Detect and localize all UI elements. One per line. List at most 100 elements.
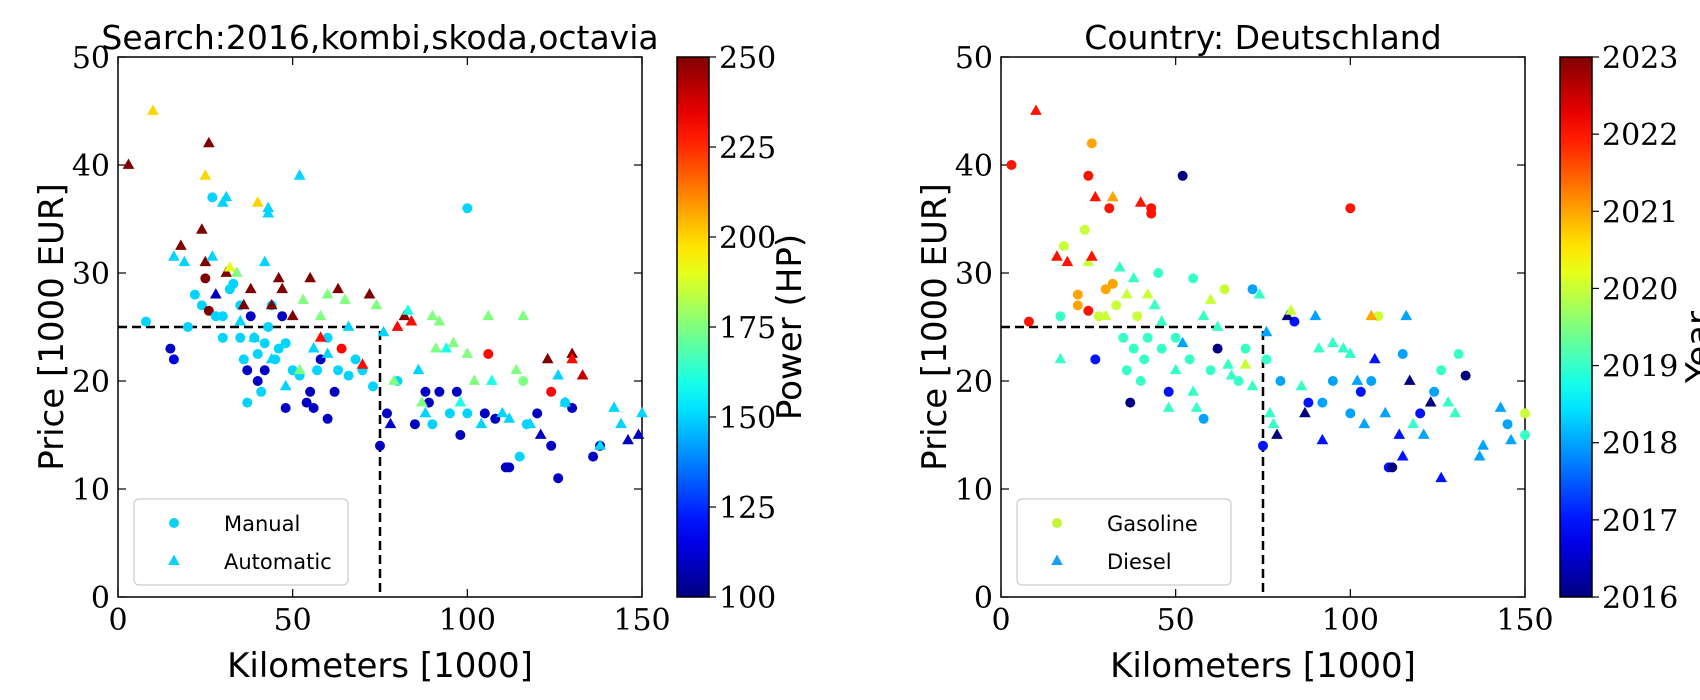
data-point-gasoline — [1436, 365, 1447, 376]
data-point-gasoline — [1100, 284, 1111, 295]
data-point-automatic — [122, 158, 135, 169]
data-point-manual — [308, 403, 319, 413]
colorbar-tick-label: 2019 — [1602, 350, 1678, 385]
data-point-manual — [546, 386, 557, 397]
data-point-automatic — [307, 342, 320, 353]
legend-label-automatic: Automatic — [224, 550, 332, 574]
data-point-gasoline — [1146, 208, 1157, 219]
data-point-gasoline — [1156, 343, 1167, 354]
data-point-automatic — [440, 342, 453, 353]
data-point-automatic — [496, 406, 509, 418]
data-point-diesel — [1358, 417, 1371, 429]
data-point-manual — [259, 338, 270, 349]
legend-label-gasoline: Gasoline — [1107, 512, 1198, 536]
y-axis-label: Price [1000 EUR] — [915, 183, 955, 471]
data-point-automatic — [419, 406, 432, 418]
data-point-automatic — [262, 201, 275, 213]
data-point-manual — [553, 473, 564, 484]
legend-marker-automatic — [168, 554, 180, 565]
data-point-automatic — [426, 309, 439, 321]
series-diesel — [1030, 104, 1517, 483]
data-point-automatic — [485, 374, 498, 385]
data-point-manual — [256, 386, 267, 397]
data-point-gasoline — [1397, 349, 1408, 359]
data-point-diesel — [1211, 320, 1224, 331]
colorbar-tick-label: 2022 — [1602, 118, 1678, 153]
data-point-manual — [350, 354, 361, 365]
data-point-automatic — [265, 298, 278, 310]
chart-title: Search:2016,kombi,skoda,octavia — [101, 18, 658, 57]
data-point-diesel — [1505, 433, 1517, 445]
data-point-diesel — [1204, 293, 1217, 304]
data-point-automatic — [234, 315, 247, 326]
data-point-automatic — [175, 239, 187, 250]
x-tick-label: 0 — [108, 603, 127, 638]
data-point-manual — [333, 365, 344, 376]
data-point-automatic — [216, 196, 229, 207]
data-point-diesel — [1253, 288, 1266, 299]
data-point-diesel — [1148, 298, 1161, 310]
data-point-gasoline — [1198, 413, 1209, 424]
data-point-automatic — [461, 347, 474, 358]
data-point-automatic — [251, 196, 264, 207]
data-point-automatic — [430, 342, 442, 353]
data-point-gasoline — [1104, 203, 1115, 214]
data-point-automatic — [454, 396, 467, 407]
data-point-gasoline — [1520, 408, 1530, 419]
data-point-diesel — [1473, 450, 1486, 461]
data-point-diesel — [1396, 450, 1409, 461]
data-point-gasoline — [1261, 354, 1272, 365]
data-point-diesel — [1134, 196, 1147, 207]
data-point-gasoline — [1107, 278, 1118, 289]
y-axis-label: Price [1000 EUR] — [32, 183, 72, 471]
data-point-automatic — [566, 352, 578, 364]
data-point-automatic — [510, 363, 523, 375]
data-point-diesel — [1309, 309, 1322, 321]
data-point-gasoline — [1317, 397, 1328, 408]
data-point-manual — [368, 381, 379, 392]
colorbar-tick-label: 125 — [719, 491, 776, 526]
data-point-gasoline — [1079, 224, 1090, 235]
data-point-manual — [479, 408, 490, 419]
data-point-automatic — [534, 428, 547, 439]
data-point-automatic — [391, 320, 404, 331]
data-point-diesel — [1222, 358, 1234, 369]
data-point-diesel — [1477, 439, 1489, 450]
legend-label-manual: Manual — [224, 512, 300, 536]
data-point-automatic — [342, 320, 355, 331]
data-point-automatic — [223, 261, 236, 272]
data-point-manual — [200, 273, 211, 284]
data-point-automatic — [405, 315, 418, 326]
chart-panel-2: Country: Deutschland 0 50 100 150 0 10 20 30 40 50… — [915, 18, 1700, 686]
data-point-diesel — [1051, 250, 1063, 261]
data-point-automatic — [293, 363, 306, 375]
colorbar: 2016 2017 2018 2019 2020 2021 2022 2023 Year — [1559, 41, 1700, 616]
colorbar-tick-label: 150 — [719, 401, 776, 436]
data-point-diesel — [1316, 433, 1329, 445]
data-point-automatic — [632, 428, 645, 439]
data-point-diesel — [1155, 315, 1168, 326]
colorbar-tick-label: 2018 — [1602, 427, 1678, 462]
data-point-diesel — [1417, 428, 1430, 439]
data-point-manual — [140, 316, 151, 327]
data-point-diesel — [1424, 396, 1437, 407]
data-point-gasoline — [1132, 311, 1143, 322]
data-point-manual — [242, 397, 253, 408]
reference-dashed-line — [1001, 325, 1265, 597]
data-point-manual — [518, 376, 529, 386]
legend-box — [133, 498, 349, 586]
data-point-automatic — [276, 282, 289, 294]
data-point-gasoline — [1327, 376, 1338, 386]
data-point-gasoline — [1247, 284, 1258, 295]
data-point-automatic — [258, 255, 271, 267]
data-point-diesel — [1365, 309, 1378, 321]
data-point-automatic — [447, 336, 460, 348]
data-point-gasoline — [1520, 430, 1530, 440]
data-point-gasoline — [1184, 354, 1195, 365]
data-point-diesel — [1082, 255, 1095, 267]
y-tick-label: 30 — [72, 257, 110, 292]
data-point-automatic — [297, 293, 309, 304]
data-point-automatic — [356, 358, 369, 369]
data-point-manual — [329, 386, 340, 397]
data-point-manual — [189, 289, 200, 300]
